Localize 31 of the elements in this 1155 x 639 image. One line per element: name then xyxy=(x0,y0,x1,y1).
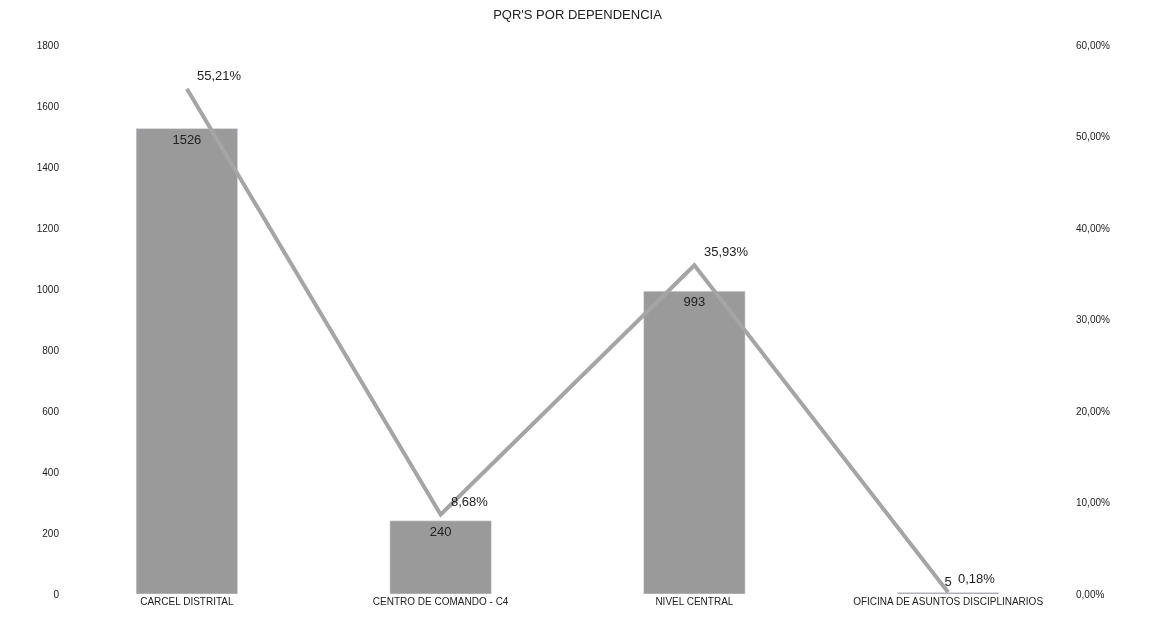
data-label: 0,18% xyxy=(958,571,996,586)
y2-tick-label: 60,00% xyxy=(1076,39,1111,51)
x-tick-label: CARCEL DISTRITAL xyxy=(140,596,234,607)
y-tick-label: 400 xyxy=(42,466,60,478)
y2-tick-label: 0,00% xyxy=(1076,588,1105,600)
y-tick-label: 1000 xyxy=(36,283,60,295)
data-label: 993 xyxy=(683,294,706,310)
y-tick-label: 1200 xyxy=(36,222,60,234)
chart-title: PQR'S POR DEPENDENCIA xyxy=(493,6,663,22)
data-label: 1526 xyxy=(172,131,202,147)
data-label: 8,68% xyxy=(451,494,489,509)
y-tick-label: 1800 xyxy=(36,39,60,51)
y2-tick-label: 40,00% xyxy=(1076,222,1111,234)
x-tick-label: CENTRO DE COMANDO - C4 xyxy=(372,596,509,607)
data-label: 55,21% xyxy=(197,68,242,83)
y2-tick-label: 20,00% xyxy=(1076,405,1111,417)
y2-tick-label: 10,00% xyxy=(1076,497,1111,508)
x-tick-label: NIVEL CENTRAL xyxy=(655,596,734,607)
bar xyxy=(389,520,492,594)
y-tick-label: 200 xyxy=(42,527,60,539)
y-tick-label: 800 xyxy=(42,344,60,356)
y-tick-label: 1600 xyxy=(36,100,60,112)
y2-tick-label: 30,00% xyxy=(1076,314,1111,325)
y-tick-label: 0 xyxy=(53,588,60,600)
y2-tick-label: 50,00% xyxy=(1076,131,1111,142)
y-tick-label: 600 xyxy=(42,405,60,417)
data-label: 35,93% xyxy=(704,244,749,259)
data-label: 5 xyxy=(944,574,952,590)
x-tick-label: OFICINA DE ASUNTOS DISCIPLINARIOS xyxy=(853,596,1044,607)
data-label: 240 xyxy=(429,523,452,539)
y-tick-label: 1400 xyxy=(36,161,60,173)
